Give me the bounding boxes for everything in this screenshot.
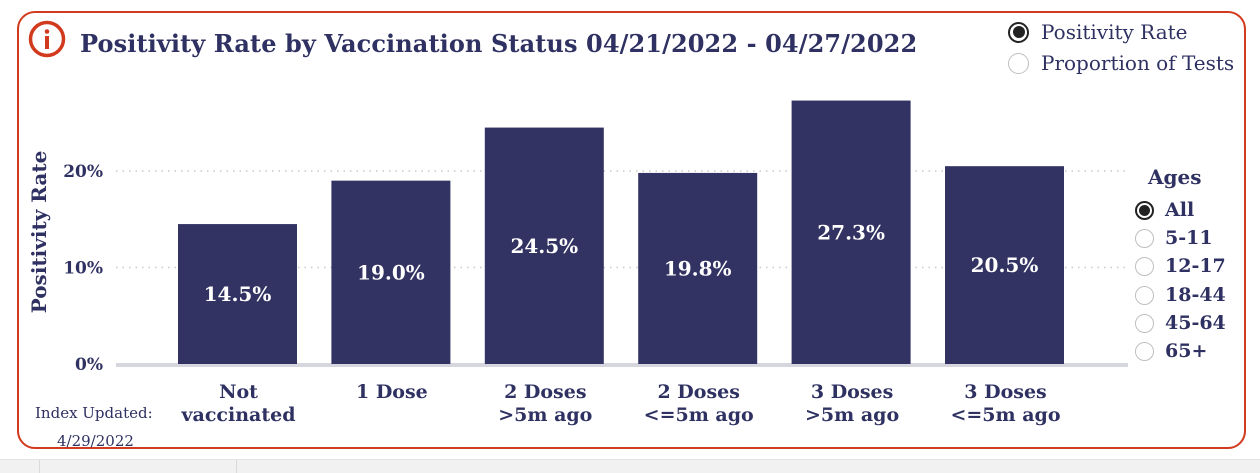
bar-value-label: 27.3% <box>817 220 885 244</box>
x-tick-label: <=5m ago <box>950 404 1060 426</box>
x-tick-label: Not <box>219 381 258 403</box>
age-option-18-44[interactable]: 18-44 <box>1135 284 1226 306</box>
bar <box>945 166 1064 364</box>
age-option-all[interactable]: All <box>1135 199 1194 221</box>
metric-option-proportion-of-tests[interactable]: Proportion of Tests <box>1008 51 1234 75</box>
radio-icon[interactable] <box>1135 313 1154 333</box>
x-tick-label: 2 Doses <box>657 381 739 403</box>
x-tick-label: 2 Doses <box>504 381 586 403</box>
bar-value-label: 19.0% <box>357 260 425 284</box>
ages-filter-title: Ages <box>1148 165 1202 189</box>
x-tick-label: 1 Dose <box>356 381 428 403</box>
toolbar-divider <box>39 460 40 473</box>
bar-value-label: 20.5% <box>971 253 1039 277</box>
age-option-label: 45-64 <box>1165 312 1226 334</box>
toolbar-divider <box>236 460 237 473</box>
age-option-65-plus[interactable]: 65+ <box>1135 340 1207 362</box>
y-tick-label: 10% <box>63 259 103 279</box>
radio-icon[interactable] <box>1135 285 1154 305</box>
x-tick-label: <=5m ago <box>644 404 754 426</box>
radio-icon[interactable] <box>1135 256 1154 276</box>
bar-value-label: 19.8% <box>664 256 732 280</box>
info-icon[interactable] <box>28 20 66 58</box>
bar-value-label: 24.5% <box>510 234 578 258</box>
age-option-label: 18-44 <box>1165 284 1226 306</box>
bar <box>791 100 911 365</box>
age-option-label: 5-11 <box>1165 227 1213 249</box>
bar <box>638 172 758 364</box>
age-option-label: All <box>1165 199 1195 221</box>
x-tick-label: 3 Doses <box>811 381 893 403</box>
age-option-label: 12-17 <box>1165 255 1226 277</box>
bar <box>484 127 604 364</box>
y-tick-label: 20% <box>63 162 103 182</box>
index-updated-date: 4/29/2022 <box>57 432 134 450</box>
x-tick-label: vaccinated <box>181 404 296 426</box>
metric-option-positivity-rate[interactable]: Positivity Rate <box>1008 20 1187 44</box>
age-option-5-11[interactable]: 5-11 <box>1135 227 1213 249</box>
x-tick-label: >5m ago <box>498 404 592 426</box>
radio-icon[interactable] <box>1135 200 1154 220</box>
bar <box>331 180 451 364</box>
metric-option-label: Proportion of Tests <box>1041 51 1235 75</box>
y-axis-title: Positivity Rate <box>27 151 51 314</box>
metric-option-label: Positivity Rate <box>1041 20 1188 44</box>
radio-icon[interactable] <box>1008 52 1029 74</box>
bottom-toolbar <box>0 459 1260 473</box>
chart-title: Positivity Rate by Vaccination Status 04… <box>80 29 918 58</box>
age-option-45-64[interactable]: 45-64 <box>1135 312 1226 334</box>
radio-icon[interactable] <box>1008 21 1029 43</box>
bar <box>178 224 297 364</box>
radio-icon[interactable] <box>1135 341 1154 361</box>
radio-icon[interactable] <box>1135 228 1154 248</box>
age-option-12-17[interactable]: 12-17 <box>1135 255 1226 277</box>
y-tick-label: 0% <box>75 355 103 375</box>
age-option-label: 65+ <box>1165 340 1208 362</box>
index-updated-label: Index Updated: <box>35 404 153 422</box>
bar-value-label: 14.5% <box>204 282 272 306</box>
x-tick-label: 3 Doses <box>964 381 1046 403</box>
x-tick-label: >5m ago <box>805 404 899 426</box>
